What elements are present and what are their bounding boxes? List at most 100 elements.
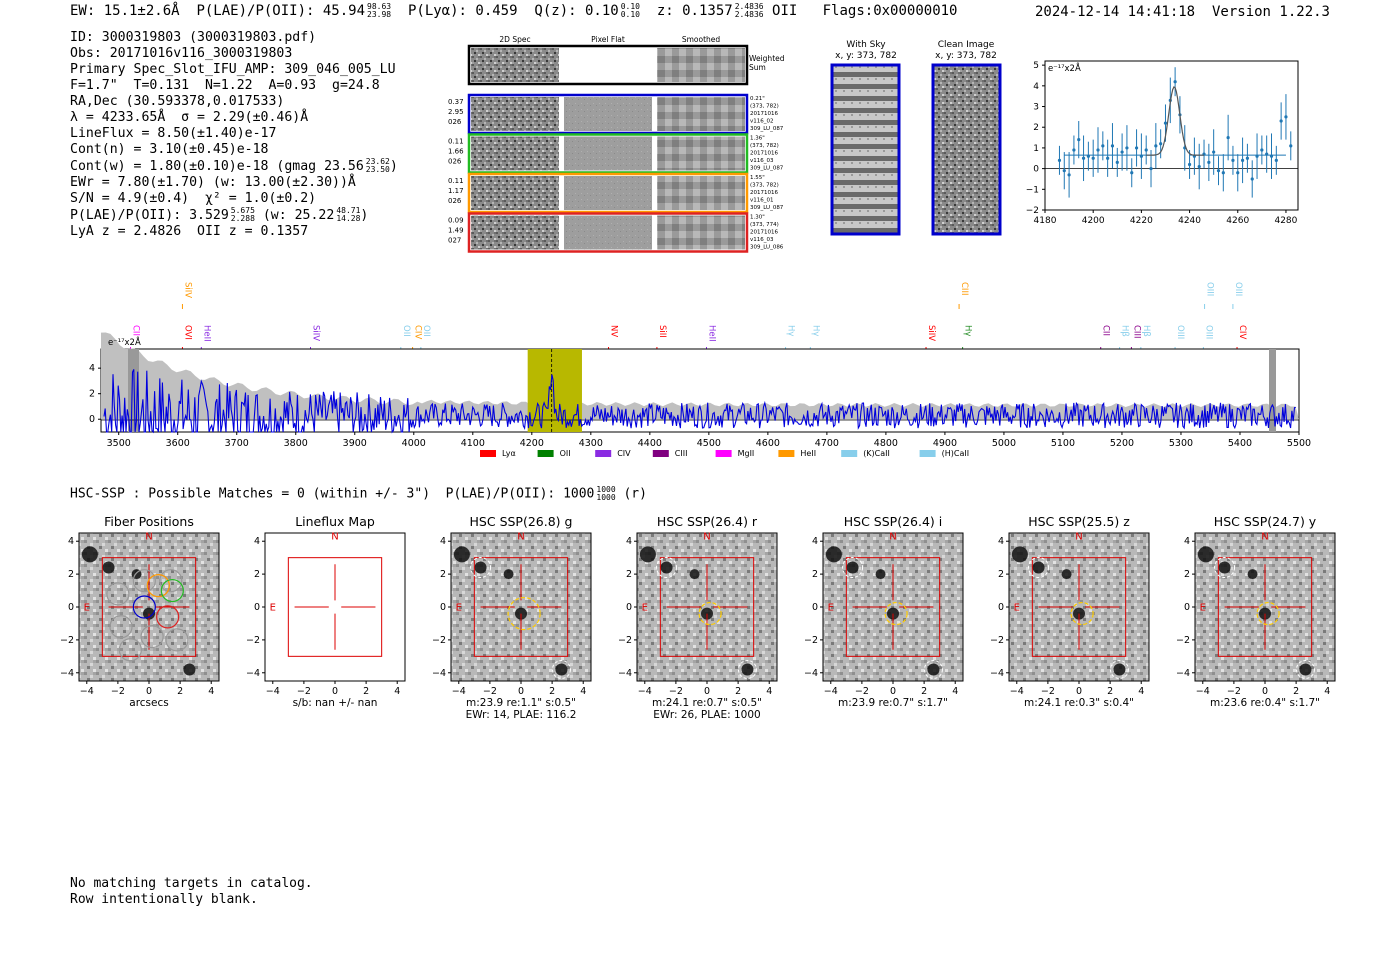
header-plae: P(LAE)/P(OII): 45.94 [196,3,366,19]
panel-ytick-label: 2 [626,569,632,580]
source-blob [825,546,842,563]
zoom-ytick-label: 2 [1033,123,1039,133]
info-plae-w-hi: 48.71 [336,206,361,215]
fiber-circle [109,615,133,639]
spectrum-xtick-label: 4700 [815,438,839,449]
spectral-line-label: HeII [201,325,211,342]
spectral-line-label: HeII [706,325,716,342]
panel-ytick-label: −4 [432,668,446,679]
aperture-box [659,557,755,657]
neighbor-ellipse [923,659,943,679]
cutout-row-meta: 1.36" [750,136,765,142]
spectral-line-label: CII [1101,325,1111,336]
panel-xlabel: s/b: nan +/- nan [293,697,378,709]
panel-ytick-label: −4 [60,668,74,679]
source-blob [1011,546,1028,563]
legend-swatch [919,450,936,457]
source-blob [453,546,470,563]
source-blob [875,569,886,580]
spectrum-xtick-label: 4300 [579,438,603,449]
cutout-row-meta: v116_01 [750,198,774,204]
hsc-plae-hi: 1000 [596,485,616,494]
cutout-2d-spec [471,136,559,171]
panel-image [78,532,220,682]
col-pixel-flat-label: Pixel Flat [591,35,625,44]
panel-ytick-label: 2 [998,569,1004,580]
cutout-row-stat: 026 [448,197,462,205]
info-primary: Primary Spec_Slot_IFU_AMP: 309_046_005_L… [70,62,396,77]
source-blob [689,569,700,580]
north-label: N [889,532,896,543]
spectrum-legend: Lyα OII CIV CIII MgII HeII (K)CaII (H)CaII [480,449,969,458]
panel-ytick-label: −2 [1176,635,1190,646]
panel-xtick-label: 0 [332,686,338,697]
panel-ytick-label: 2 [812,569,818,580]
cutout-smoothed [657,215,745,250]
source-blob [183,663,196,676]
zoom-data-point [1154,144,1158,148]
spectral-line-label: CIV [1237,325,1247,339]
clean-image-xy: x, y: 373, 782 [935,51,997,61]
source-blob [1247,569,1258,580]
spectrum-xtick-label: 5400 [1228,438,1252,449]
spectrum-xtick-label: 4800 [874,438,898,449]
panel-xtick-label: −2 [111,686,125,697]
zoom-data-point [1269,154,1274,158]
cutout-row-meta: 309_LU_087 [750,126,784,132]
spectral-line-label: OIII [1233,282,1243,296]
spectral-line-label: SiIV [926,325,936,341]
info-contw-hi: 23.62 [365,157,390,166]
spectral-line-label: OIII [1175,325,1185,339]
zoom-data-point [1159,142,1163,146]
panel-xtick-label: −4 [1010,686,1024,697]
cutout-row-stat: 0.11 [448,138,464,146]
legend-swatch [537,450,554,457]
weighted-label: Weighted [749,54,785,63]
panel-ytick-label: −2 [432,635,446,646]
panel-ytick-label: −2 [60,635,74,646]
spec-cutouts: 2D Spec Pixel Flat Smoothed Weighted Sum… [448,35,785,253]
panel-xlabel: m:23.6 re:0.4" s:1.7" [1210,697,1320,709]
info-plae-w: (w: 25.22 [262,208,335,223]
panel-xtick-label: −2 [483,686,497,697]
clean-image-title: Clean Image [938,40,995,50]
info-plae: P(LAE)/P(OII): 3.529 [70,208,229,223]
panel-image [636,532,778,682]
cutout-pixel-flat [564,97,652,131]
info-plae-hi: 5.675 [230,206,255,215]
panel-xtick-label: −4 [824,686,838,697]
panel-image [1008,532,1150,682]
info-contw-lo: 23.50 [365,165,390,174]
zoom-data-point [1110,144,1115,148]
zoom-data-point [1149,167,1153,171]
footer-line-1: No matching targets in catalog. [70,876,313,891]
weighted-2d [471,48,559,82]
legend-swatch [841,450,858,457]
cutout-row-meta: 20171016 [750,230,778,236]
panel-ytick-label: 4 [626,536,632,547]
panel-ytick-label: 0 [440,602,446,613]
panel-ytick-label: 4 [68,536,74,547]
east-label: E [270,602,276,613]
panel-xtick-label: 0 [1262,686,1268,697]
header-z-line: OII [772,3,798,19]
fiber-circle [156,605,180,629]
legend-swatch [715,450,732,457]
panel-xlabel: m:23.9 re:1.1" s:0.5" [466,697,576,709]
panel-ytick-label: 0 [998,602,1004,613]
panel-ytick-label: 0 [254,602,260,613]
panel-ytick-label: −2 [618,635,632,646]
panel-xtick-label: 4 [208,686,214,697]
cutout-smoothed [657,136,745,171]
aperture-box [287,557,383,657]
cutout-row-meta: 309_LU_086 [750,245,784,251]
east-label: E [1014,602,1020,613]
neighbor-ellipse [1214,557,1236,579]
legend-swatch [480,450,496,457]
spectrum-xtick-label: 5500 [1287,438,1311,449]
source-blob [741,663,754,676]
cutout-row-meta: (373, 774) [750,222,779,228]
east-label: E [828,602,834,613]
zoom-data-point [1144,148,1148,152]
cutout-row-meta: 309_LU_087 [750,166,784,172]
